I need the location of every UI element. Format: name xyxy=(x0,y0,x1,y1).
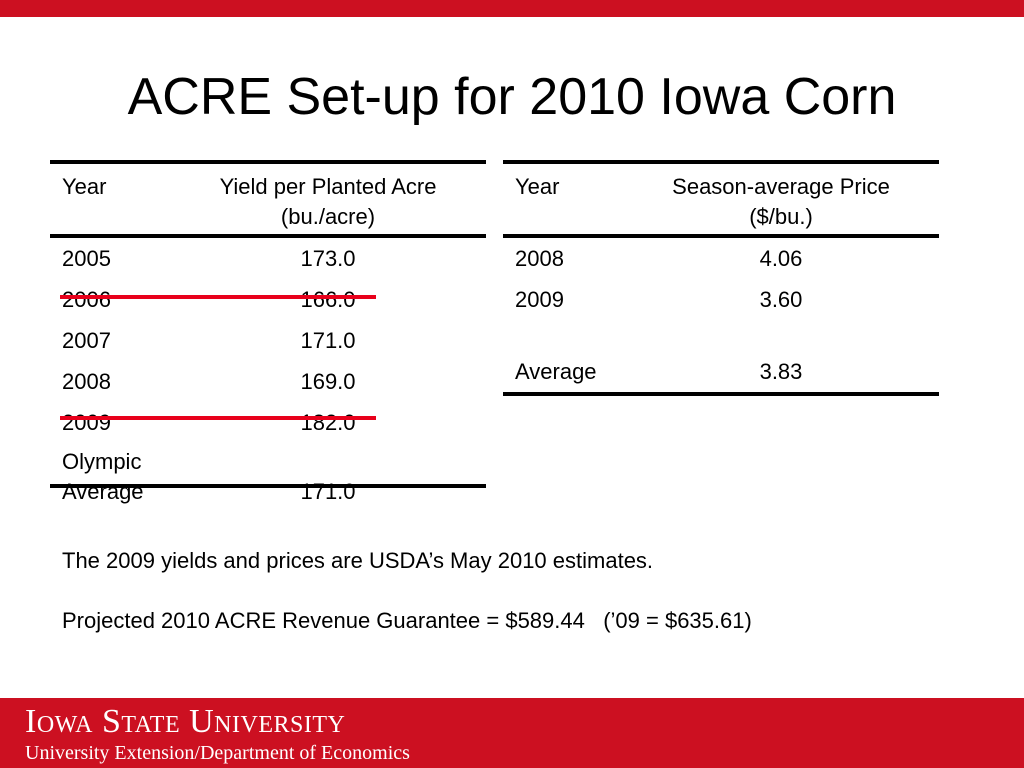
table-bottom-rule xyxy=(503,392,939,396)
strikethrough-line xyxy=(60,295,376,299)
department-name: University Extension/Department of Econo… xyxy=(25,742,410,764)
row-year: 2008 xyxy=(515,246,564,271)
header-price: Season-average Price ($/bu.) xyxy=(672,174,890,229)
row-year: 2005 xyxy=(62,246,111,271)
row-price: 3.60 xyxy=(759,287,803,312)
table-row: 2005 173.0 xyxy=(50,238,486,279)
row-price: 4.06 xyxy=(759,246,803,271)
university-wordmark: Iowa State University xyxy=(25,703,346,740)
table-row: 2009 3.60 xyxy=(503,279,939,320)
row-yield: 182.0 xyxy=(300,410,356,435)
header-year: Year xyxy=(515,174,560,199)
header-year: Year xyxy=(62,174,107,199)
table-spacer-row xyxy=(503,320,939,351)
average-label: Average xyxy=(515,359,597,384)
average-value: 3.83 xyxy=(759,359,803,384)
olympic-average-value: 171.0 xyxy=(300,479,356,504)
row-yield: 166.0 xyxy=(300,287,356,312)
row-year: 2006 xyxy=(62,287,111,312)
row-year: 2007 xyxy=(62,328,111,353)
price-table: Year Season-average Price ($/bu.) 2008 4… xyxy=(503,160,939,396)
table-bottom-rule xyxy=(50,484,486,488)
note-estimates: The 2009 yields and prices are USDA’s Ma… xyxy=(62,548,654,573)
strikethrough-line xyxy=(60,416,376,420)
table-header-rule xyxy=(503,234,939,238)
note-revenue-guarantee: Projected 2010 ACRE Revenue Guarantee = … xyxy=(62,608,752,633)
row-year: 2008 xyxy=(62,369,111,394)
olympic-average-label: Olympic Average xyxy=(62,449,144,504)
table-header: Year Yield per Planted Acre (bu./acre) xyxy=(50,164,486,234)
slide-title: ACRE Set-up for 2010 Iowa Corn xyxy=(127,68,897,126)
top-accent-bar xyxy=(0,0,1024,17)
row-year: 2009 xyxy=(515,287,564,312)
olympic-average-row: Olympic Average 171.0 xyxy=(50,443,486,504)
header-yield: Yield per Planted Acre (bu./acre) xyxy=(219,174,437,229)
table-header: Year Season-average Price ($/bu.) xyxy=(503,164,939,234)
table-top-rule xyxy=(503,160,939,164)
table-row: 2007 171.0 xyxy=(50,320,486,361)
table-row: 2008 169.0 xyxy=(50,361,486,402)
table-row: 2009 182.0 xyxy=(50,402,486,443)
notes: The 2009 yields and prices are USDA’s Ma… xyxy=(62,546,752,636)
table-top-rule xyxy=(50,160,486,164)
table-header-rule xyxy=(50,234,486,238)
table-row: 2008 4.06 xyxy=(503,238,939,279)
yield-table: Year Yield per Planted Acre (bu./acre) 2… xyxy=(50,160,486,504)
row-yield: 171.0 xyxy=(300,328,356,353)
footer-bar: Iowa State University University Extensi… xyxy=(0,698,1024,768)
average-row: Average 3.83 xyxy=(503,351,939,392)
row-yield: 173.0 xyxy=(300,246,356,271)
row-year: 2009 xyxy=(62,410,111,435)
table-row: 2006 166.0 xyxy=(50,279,486,320)
row-yield: 169.0 xyxy=(300,369,356,394)
